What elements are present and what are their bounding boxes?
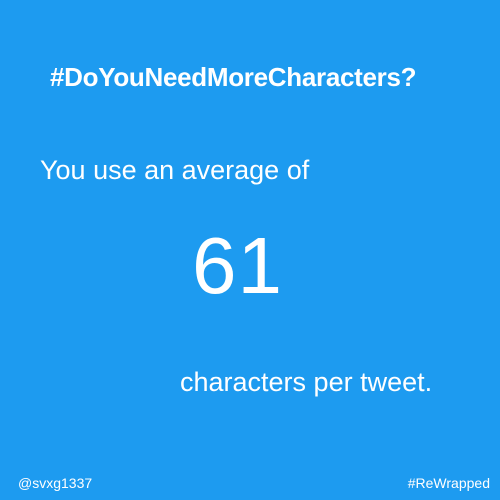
suffix-text: characters per tweet.: [180, 367, 433, 397]
card-title: #DoYouNeedMoreCharacters?: [50, 62, 417, 92]
average-characters-value: 61: [192, 221, 283, 310]
user-handle: @svxg1337: [18, 475, 93, 491]
campaign-hashtag: #ReWrapped: [407, 475, 490, 491]
intro-text: You use an average of: [40, 155, 310, 185]
